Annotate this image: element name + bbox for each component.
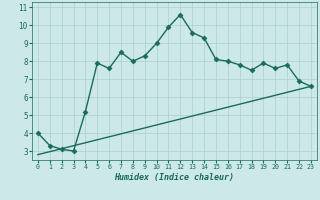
X-axis label: Humidex (Indice chaleur): Humidex (Indice chaleur) [115,173,234,182]
